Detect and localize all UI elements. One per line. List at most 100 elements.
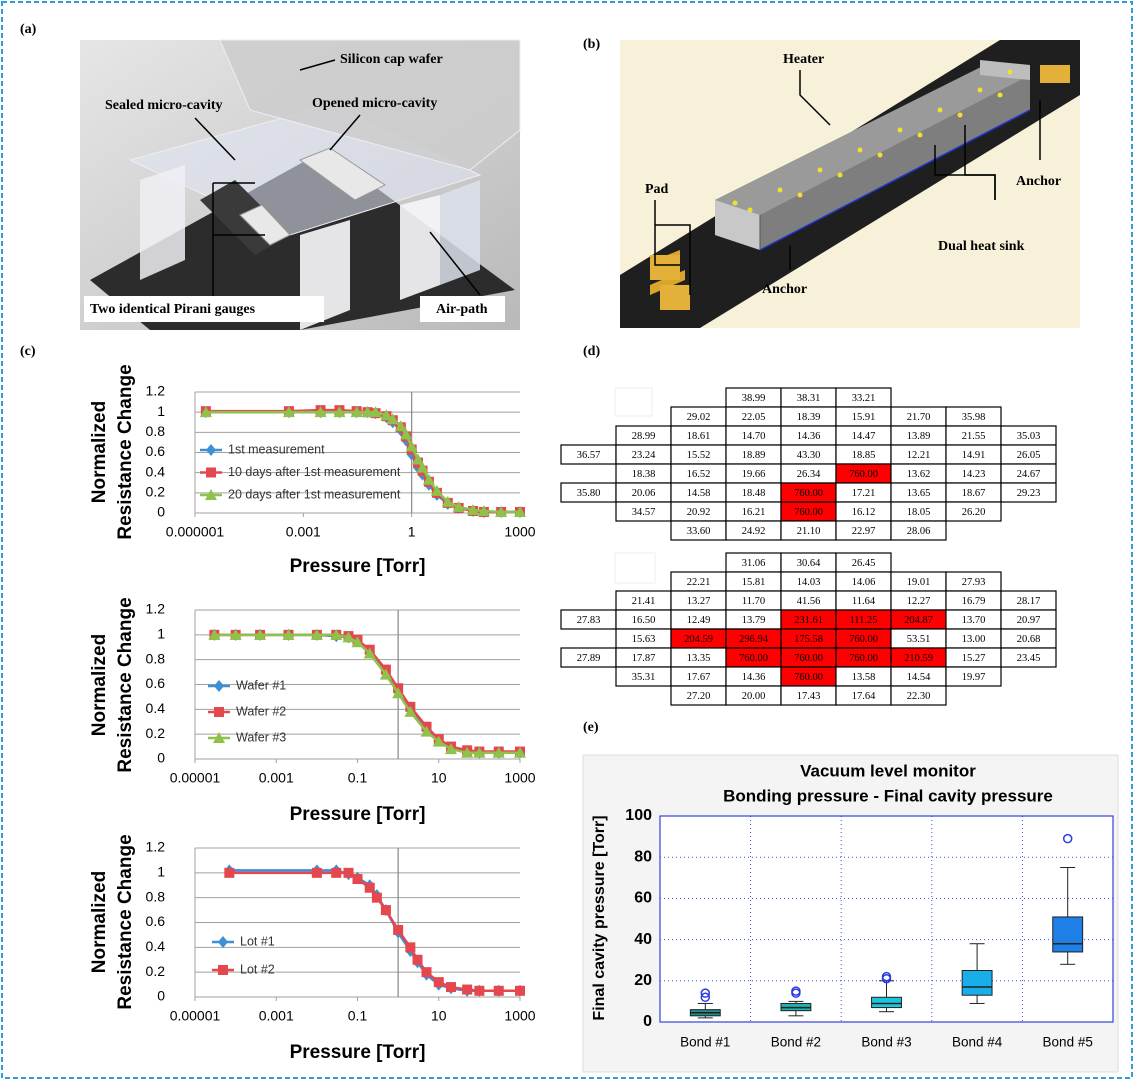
cell-text: 14.54 (907, 672, 931, 683)
marker (353, 874, 363, 884)
y-tick-label: 60 (634, 890, 652, 907)
marker (372, 893, 382, 903)
marker (312, 868, 322, 878)
cell-text: 17.43 (797, 691, 821, 702)
cell-text: 17.64 (852, 691, 876, 702)
cell-text: 16.12 (852, 507, 876, 518)
y-tick-label: 0.6 (146, 443, 166, 459)
cell-text: 760.00 (739, 653, 768, 664)
cell-text: 18.05 (907, 507, 931, 518)
cell-text: 27.89 (577, 653, 601, 664)
cell-text: 20.00 (742, 691, 766, 702)
cell-text: 22.21 (687, 577, 711, 588)
y-axis-label: Normalized (89, 634, 110, 736)
callout: Silicon cap wafer (340, 52, 443, 67)
cell-text: 41.56 (797, 596, 821, 607)
callout: Dual heat sink (938, 239, 1025, 254)
cell-text: 21.70 (907, 412, 931, 423)
cell-text: 15.52 (687, 450, 711, 461)
callout: Sealed micro-cavity (105, 98, 223, 113)
cell-text: 35.03 (1017, 431, 1041, 442)
cell-text: 18.85 (852, 450, 876, 461)
legend-label: Lot #1 (240, 934, 275, 948)
cell-text: 15.91 (852, 412, 876, 423)
marker (365, 883, 375, 893)
marker (494, 986, 504, 996)
x-tick-label: 0.000001 (166, 524, 225, 540)
y-axis-label: Resistance Change (115, 364, 136, 539)
box (1053, 917, 1083, 952)
panel-label: (a) (20, 22, 37, 37)
cell-text: 760.00 (794, 672, 823, 683)
cell-text: 21.10 (797, 526, 821, 537)
legend-marker (206, 444, 216, 456)
cell-text: 296.94 (739, 634, 769, 645)
cell-text: 38.99 (742, 393, 766, 404)
legend-marker (218, 936, 228, 948)
cell-text: 760.00 (794, 653, 823, 664)
cell-text: 204.87 (904, 615, 933, 626)
legend-label: 1st measurement (228, 442, 325, 456)
figure: (a) (b) (c) (d) (e) Silicon cap wafer Se… (0, 0, 1134, 1080)
cell-text: 175.58 (794, 634, 823, 645)
cell-text: 24.67 (1017, 469, 1041, 480)
x-tick-label: 0.1 (348, 1008, 368, 1024)
cell-text: 13.27 (687, 596, 711, 607)
blank-box (615, 553, 655, 583)
x-tick-label: Bond #5 (1043, 1035, 1093, 1050)
cell-text: 22.30 (907, 691, 931, 702)
marker (434, 977, 444, 987)
cell-text: 35.80 (577, 488, 601, 499)
y-tick-label: 0.2 (146, 484, 166, 500)
x-axis-label: Pressure [Torr] (290, 1042, 426, 1063)
cell-text: 13.35 (687, 653, 711, 664)
cell-text: 760.00 (849, 634, 878, 645)
marker (405, 942, 415, 952)
cell-text: 20.06 (632, 488, 656, 499)
y-tick-label: 20 (634, 972, 652, 989)
box (962, 971, 992, 996)
x-tick-label: 1000 (504, 1008, 535, 1024)
x-tick-label: 0.00001 (170, 770, 221, 786)
cell-text: 35.98 (962, 412, 986, 423)
callout: Two identical Pirani gauges (90, 302, 256, 317)
cell-text: 26.34 (797, 469, 821, 480)
cell-text: 36.57 (577, 450, 601, 461)
box (872, 997, 902, 1007)
x-tick-label: Bond #1 (680, 1035, 730, 1050)
y-tick-label: 0.4 (146, 700, 166, 716)
cell-text: 12.49 (687, 615, 711, 626)
cell-text: 14.70 (742, 431, 766, 442)
y-tick-label: 0 (643, 1013, 652, 1030)
y-axis-label: Normalized (89, 871, 110, 973)
panel-label: (d) (583, 344, 600, 359)
y-tick-label: 1.2 (146, 601, 166, 617)
cell-text: 17.21 (852, 488, 876, 499)
cell-text: 16.79 (962, 596, 986, 607)
marker (381, 905, 391, 915)
cell-text: 24.92 (742, 526, 766, 537)
cell-text: 14.58 (687, 488, 711, 499)
cell-text: 14.91 (962, 450, 986, 461)
x-tick-label: 0.001 (286, 524, 321, 540)
y-tick-label: 0.8 (146, 650, 166, 666)
cell-text: 26.45 (852, 558, 876, 569)
x-tick-label: Bond #3 (861, 1035, 911, 1050)
y-axis-label: Resistance Change (115, 834, 136, 1009)
y-tick-label: 0.4 (146, 938, 166, 954)
cell-text: 18.61 (687, 431, 711, 442)
marker (515, 986, 525, 996)
panel-label: (c) (20, 344, 36, 359)
callout: Heater (783, 52, 824, 67)
y-tick-label: 1.2 (146, 383, 166, 399)
callout: Opened micro-cavity (312, 96, 437, 111)
cell-text: 13.89 (907, 431, 931, 442)
y-axis-label: Resistance Change (115, 597, 136, 772)
y-tick-label: 0.6 (146, 675, 166, 691)
cell-text: 21.55 (962, 431, 986, 442)
cell-text: 23.45 (1017, 653, 1041, 664)
y-tick-label: 0 (157, 504, 165, 520)
marker (224, 868, 234, 878)
cell-text: 11.70 (742, 596, 765, 607)
cell-text: 28.99 (632, 431, 656, 442)
